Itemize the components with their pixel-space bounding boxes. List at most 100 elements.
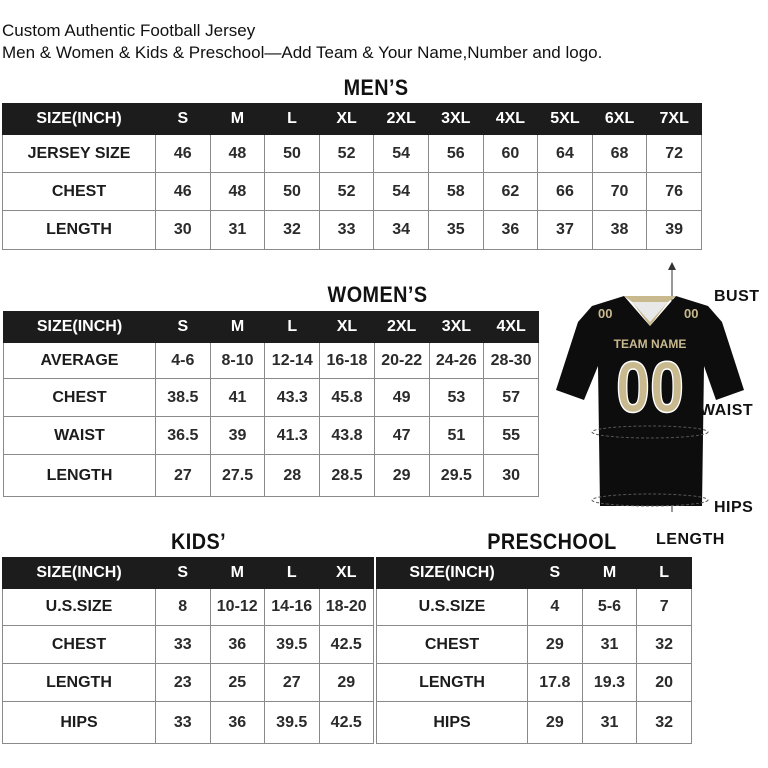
size-unit-header: SIZE(INCH)	[2, 103, 156, 135]
row-label: LENGTH	[376, 663, 528, 702]
womens-title: WOMEN’S	[327, 282, 428, 307]
table-cell: 31	[581, 625, 638, 664]
table-cell: 27	[155, 454, 211, 497]
size-header-m: M	[209, 311, 266, 343]
table-cell: 7	[636, 588, 692, 626]
row-label: LENGTH	[2, 210, 156, 250]
size-header-s: S	[155, 557, 211, 589]
table-cell: 41.3	[264, 416, 321, 455]
table-cell: 14-16	[264, 588, 320, 626]
size-header-4xl: 4XL	[482, 103, 539, 135]
table-cell: 33	[155, 701, 211, 744]
table-cell: 34	[373, 210, 429, 250]
table-cell: 29.5	[428, 454, 485, 497]
kids-title: KIDS’	[171, 529, 227, 554]
waist-measure-line	[591, 425, 709, 439]
row-label: CHEST	[2, 625, 156, 664]
preschool-title: PRESCHOOL	[487, 529, 617, 554]
size-header-s: S	[155, 311, 211, 343]
table-cell: 39.5	[264, 625, 320, 664]
table-cell: 37	[537, 210, 593, 250]
table-cell: 64	[537, 134, 593, 173]
bust-label: BUST	[714, 288, 760, 305]
table-cell: 16-18	[319, 342, 375, 379]
table-cell: 35	[427, 210, 484, 250]
table-cell: 30	[155, 210, 211, 250]
table-cell: 66	[537, 172, 593, 211]
size-header-xl: XL	[318, 557, 374, 589]
size-header-l: L	[264, 311, 321, 343]
size-header-xl: XL	[318, 103, 375, 135]
size-header-5xl: 5XL	[537, 103, 593, 135]
row-label: AVERAGE	[3, 342, 156, 379]
table-cell: 52	[318, 134, 375, 173]
table-cell: 5-6	[581, 588, 638, 626]
table-row: LENGTH 30 31 32 33 34 35 36 37 38 39	[2, 210, 702, 250]
jersey-diagram: 00 00 TEAM NAME 00	[556, 262, 744, 512]
table-cell: 48	[209, 172, 266, 211]
table-cell: 53	[428, 378, 485, 417]
table-cell: 70	[591, 172, 648, 211]
table-cell: 33	[318, 210, 375, 250]
size-header-m: M	[209, 557, 265, 589]
table-row: CHEST 33 36 39.5 42.5	[2, 625, 374, 664]
table-cell: 50	[264, 172, 320, 211]
table-cell: 8-10	[209, 342, 266, 379]
table-cell: 32	[636, 625, 692, 664]
jersey-number-text: 00	[616, 348, 684, 428]
size-header-4xl: 4XL	[483, 311, 539, 343]
table-cell: 49	[373, 378, 430, 417]
table-row: HIPS 33 36 39.5 42.5	[2, 701, 374, 744]
length-label: LENGTH	[656, 531, 725, 548]
table-cell: 39	[209, 416, 266, 455]
table-cell: 32	[636, 701, 692, 744]
table-cell: 36	[209, 625, 265, 664]
size-header-l: L	[264, 557, 320, 589]
table-cell: 28.5	[319, 454, 375, 497]
table-row: U.S.SIZE 8 10-12 14-16 18-20	[2, 588, 374, 626]
table-cell: 45.8	[319, 378, 375, 417]
table-row: HIPS 29 31 32	[376, 701, 692, 744]
table-cell: 31	[581, 701, 638, 744]
mens-title: MEN’S	[343, 75, 409, 100]
table-cell: 62	[482, 172, 539, 211]
table-cell: 28-30	[483, 342, 539, 379]
table-cell: 18-20	[318, 588, 374, 626]
table-cell: 43.3	[264, 378, 321, 417]
table-cell: 29	[318, 663, 374, 702]
row-label: CHEST	[376, 625, 528, 664]
size-unit-header: SIZE(INCH)	[3, 311, 156, 343]
row-label: JERSEY SIZE	[2, 134, 156, 173]
table-row: JERSEY SIZE 46 48 50 52 54 56 60 64 68 72	[2, 134, 702, 173]
table-cell: 36	[482, 210, 539, 250]
womens-header-row: SIZE(INCH) S M L XL 2XL 3XL 4XL	[3, 311, 539, 343]
table-cell: 51	[428, 416, 485, 455]
table-cell: 8	[155, 588, 211, 626]
table-cell: 43.8	[319, 416, 375, 455]
table-cell: 29	[527, 625, 583, 664]
table-cell: 36	[209, 701, 265, 744]
table-cell: 20-22	[373, 342, 430, 379]
size-header-3xl: 3XL	[427, 103, 484, 135]
table-cell: 38.5	[155, 378, 211, 417]
table-cell: 12-14	[264, 342, 321, 379]
table-cell: 19.3	[581, 663, 638, 702]
table-cell: 4-6	[155, 342, 211, 379]
size-header-2xl: 2XL	[373, 103, 429, 135]
row-label: LENGTH	[3, 454, 156, 497]
table-cell: 57	[483, 378, 539, 417]
table-cell: 46	[155, 134, 211, 173]
table-cell: 29	[373, 454, 430, 497]
preschool-header-row: SIZE(INCH) S M L	[376, 557, 692, 589]
intro-title: Custom Authentic Football Jersey	[2, 21, 256, 40]
table-cell: 36.5	[155, 416, 211, 455]
table-cell: 33	[155, 625, 211, 664]
table-row: LENGTH 27 27.5 28 28.5 29 29.5 30	[3, 454, 539, 497]
table-cell: 54	[373, 134, 429, 173]
row-label: HIPS	[376, 701, 528, 744]
shoulder-number-left: 00	[598, 306, 612, 321]
size-header-2xl: 2XL	[373, 311, 430, 343]
table-row: CHEST 29 31 32	[376, 625, 692, 664]
table-cell: 39.5	[264, 701, 320, 744]
table-cell: 58	[427, 172, 484, 211]
